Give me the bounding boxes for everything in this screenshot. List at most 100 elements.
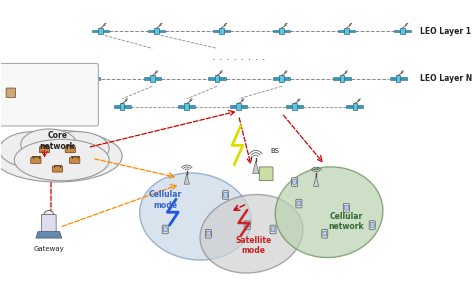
Polygon shape xyxy=(219,77,226,80)
Polygon shape xyxy=(213,30,219,32)
FancyBboxPatch shape xyxy=(259,167,273,181)
Text: Core
network: Core network xyxy=(40,132,75,151)
FancyBboxPatch shape xyxy=(65,147,75,153)
Polygon shape xyxy=(401,77,407,80)
FancyBboxPatch shape xyxy=(223,191,228,199)
Ellipse shape xyxy=(14,139,109,181)
Polygon shape xyxy=(6,110,9,111)
Text: Cellular
mode: Cellular mode xyxy=(149,190,182,210)
Polygon shape xyxy=(313,176,319,186)
Polygon shape xyxy=(159,30,165,32)
Polygon shape xyxy=(344,28,349,34)
Polygon shape xyxy=(184,174,190,184)
FancyBboxPatch shape xyxy=(9,75,13,80)
FancyBboxPatch shape xyxy=(205,229,211,238)
Ellipse shape xyxy=(140,173,251,260)
Polygon shape xyxy=(189,105,195,108)
Polygon shape xyxy=(125,105,131,108)
FancyBboxPatch shape xyxy=(343,204,349,212)
Ellipse shape xyxy=(21,129,77,160)
Circle shape xyxy=(44,210,54,221)
Text: Gateway: Gateway xyxy=(34,246,64,252)
FancyBboxPatch shape xyxy=(370,223,374,227)
Polygon shape xyxy=(209,77,215,80)
Text: Cellular
network: Cellular network xyxy=(328,212,364,231)
Polygon shape xyxy=(292,103,297,110)
Polygon shape xyxy=(241,105,247,108)
Polygon shape xyxy=(236,103,241,110)
FancyBboxPatch shape xyxy=(297,201,301,206)
Polygon shape xyxy=(150,75,155,82)
Polygon shape xyxy=(148,30,154,32)
FancyBboxPatch shape xyxy=(39,147,50,153)
Polygon shape xyxy=(273,77,279,80)
FancyBboxPatch shape xyxy=(292,178,298,186)
Ellipse shape xyxy=(275,167,383,257)
Polygon shape xyxy=(83,77,90,80)
Polygon shape xyxy=(120,103,125,110)
Polygon shape xyxy=(219,28,224,34)
Polygon shape xyxy=(178,105,184,108)
Polygon shape xyxy=(215,75,219,82)
FancyBboxPatch shape xyxy=(42,214,56,233)
Polygon shape xyxy=(103,30,109,32)
Polygon shape xyxy=(144,77,150,80)
Polygon shape xyxy=(154,28,159,34)
Polygon shape xyxy=(349,30,355,32)
Polygon shape xyxy=(279,28,284,34)
Polygon shape xyxy=(346,105,353,108)
FancyBboxPatch shape xyxy=(245,223,249,227)
FancyBboxPatch shape xyxy=(271,227,275,232)
Ellipse shape xyxy=(0,130,122,182)
Polygon shape xyxy=(90,75,94,82)
Polygon shape xyxy=(396,75,401,82)
Polygon shape xyxy=(405,30,411,32)
Ellipse shape xyxy=(45,132,109,165)
FancyBboxPatch shape xyxy=(322,229,328,238)
FancyBboxPatch shape xyxy=(70,157,80,164)
Polygon shape xyxy=(394,30,400,32)
Polygon shape xyxy=(253,161,259,173)
Ellipse shape xyxy=(0,132,68,168)
Text: Mobile User: Mobile User xyxy=(23,75,60,80)
Polygon shape xyxy=(184,103,189,110)
Polygon shape xyxy=(338,30,344,32)
Polygon shape xyxy=(297,105,303,108)
FancyBboxPatch shape xyxy=(0,63,99,126)
FancyBboxPatch shape xyxy=(162,225,168,234)
Polygon shape xyxy=(340,75,344,82)
FancyBboxPatch shape xyxy=(163,227,167,232)
Text: LEO Layer N: LEO Layer N xyxy=(419,74,472,83)
FancyBboxPatch shape xyxy=(323,231,327,236)
Polygon shape xyxy=(390,77,396,80)
FancyBboxPatch shape xyxy=(8,74,14,82)
Polygon shape xyxy=(155,77,161,80)
Polygon shape xyxy=(9,109,12,113)
Text: Operator: Operator xyxy=(23,90,51,95)
FancyBboxPatch shape xyxy=(345,205,348,210)
Polygon shape xyxy=(344,77,351,80)
Polygon shape xyxy=(400,28,405,34)
Polygon shape xyxy=(230,105,236,108)
FancyBboxPatch shape xyxy=(292,180,297,184)
Polygon shape xyxy=(273,30,279,32)
Polygon shape xyxy=(12,110,16,111)
Ellipse shape xyxy=(200,195,303,273)
Text: BS: BS xyxy=(271,148,280,154)
Text: LEO Satellite: LEO Satellite xyxy=(23,108,63,113)
Polygon shape xyxy=(286,105,292,108)
Polygon shape xyxy=(114,105,120,108)
FancyBboxPatch shape xyxy=(206,231,210,236)
FancyBboxPatch shape xyxy=(52,166,63,172)
Polygon shape xyxy=(92,30,98,32)
FancyBboxPatch shape xyxy=(6,88,16,98)
Polygon shape xyxy=(94,77,100,80)
Polygon shape xyxy=(36,232,62,238)
Text: LEO Layer 1: LEO Layer 1 xyxy=(419,26,471,36)
Polygon shape xyxy=(98,28,103,34)
Polygon shape xyxy=(353,103,357,110)
FancyBboxPatch shape xyxy=(31,157,41,164)
Text: Satellite
mode: Satellite mode xyxy=(236,236,272,255)
FancyBboxPatch shape xyxy=(244,221,250,229)
Polygon shape xyxy=(357,105,364,108)
